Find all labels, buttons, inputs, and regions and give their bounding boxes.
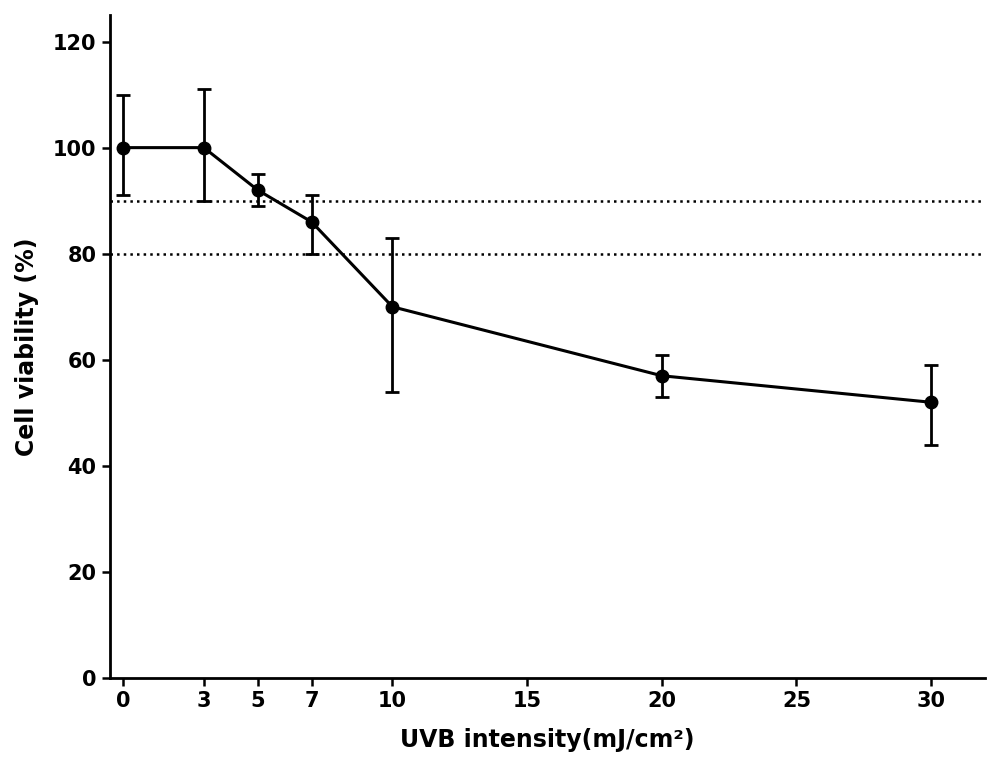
Y-axis label: Cell viability (%): Cell viability (%): [15, 237, 39, 456]
X-axis label: UVB intensity(mJ/cm²): UVB intensity(mJ/cm²): [400, 728, 695, 752]
